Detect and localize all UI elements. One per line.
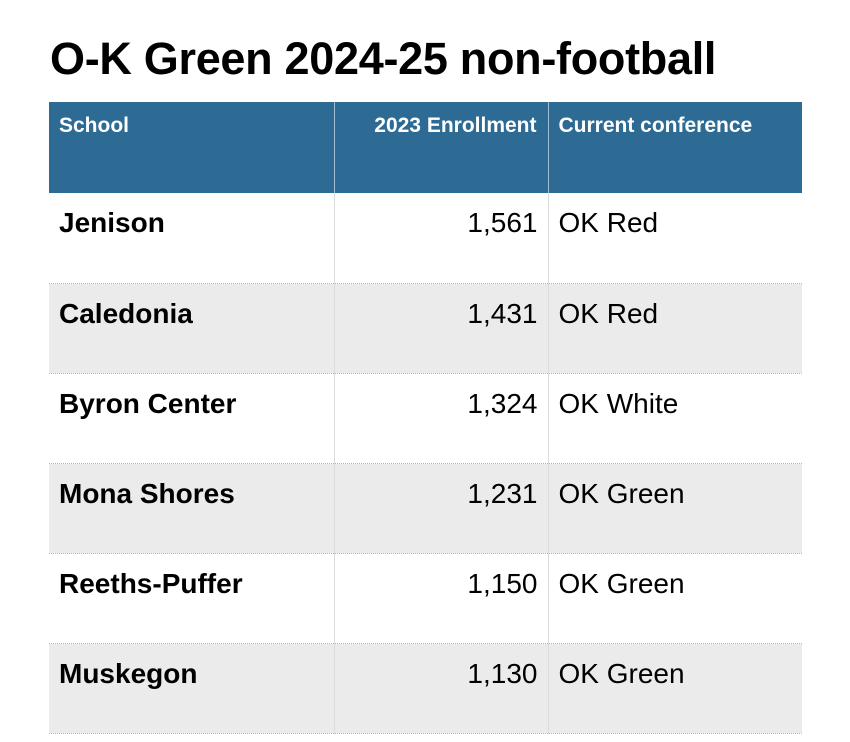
school-cell: Muskegon <box>49 643 334 734</box>
school-cell: Caledonia <box>49 283 334 374</box>
table-row: Jenison 1,561 OK Red <box>49 193 802 284</box>
column-header-enrollment: 2023 Enrollment <box>333 102 548 193</box>
enrollment-cell: 1,130 <box>333 643 548 734</box>
conference-cell: OK Green <box>547 463 802 554</box>
school-cell: Jenison <box>49 193 334 284</box>
page-title: O-K Green 2024-25 non-football <box>50 33 717 84</box>
enrollment-cell: 1,561 <box>333 193 548 284</box>
school-cell: Reeths-Puffer <box>49 553 334 644</box>
table-row: Muskegon 1,130 OK Green <box>49 643 802 734</box>
column-header-school: School <box>49 102 334 193</box>
table-row: Mona Shores 1,231 OK Green <box>49 463 802 554</box>
table-row: Caledonia 1,431 OK Red <box>49 283 802 374</box>
conference-cell: OK Red <box>547 283 802 374</box>
table-header: School 2023 Enrollment Current conferenc… <box>49 102 802 193</box>
table-row: Byron Center 1,324 OK White <box>49 373 802 464</box>
enrollment-table: School 2023 Enrollment Current conferenc… <box>49 102 802 734</box>
enrollment-cell: 1,324 <box>333 373 548 464</box>
table-body: Jenison 1,561 OK Red Caledonia 1,431 OK … <box>49 193 802 734</box>
header-row: School 2023 Enrollment Current conferenc… <box>49 102 802 193</box>
conference-cell: OK Red <box>547 193 802 284</box>
conference-cell: OK Green <box>547 643 802 734</box>
school-cell: Mona Shores <box>49 463 334 554</box>
conference-cell: OK White <box>547 373 802 464</box>
conference-cell: OK Green <box>547 553 802 644</box>
school-cell: Byron Center <box>49 373 334 464</box>
enrollment-cell: 1,231 <box>333 463 548 554</box>
column-header-conference: Current conference <box>547 102 802 193</box>
table-row: Reeths-Puffer 1,150 OK Green <box>49 553 802 644</box>
enrollment-cell: 1,150 <box>333 553 548 644</box>
enrollment-cell: 1,431 <box>333 283 548 374</box>
